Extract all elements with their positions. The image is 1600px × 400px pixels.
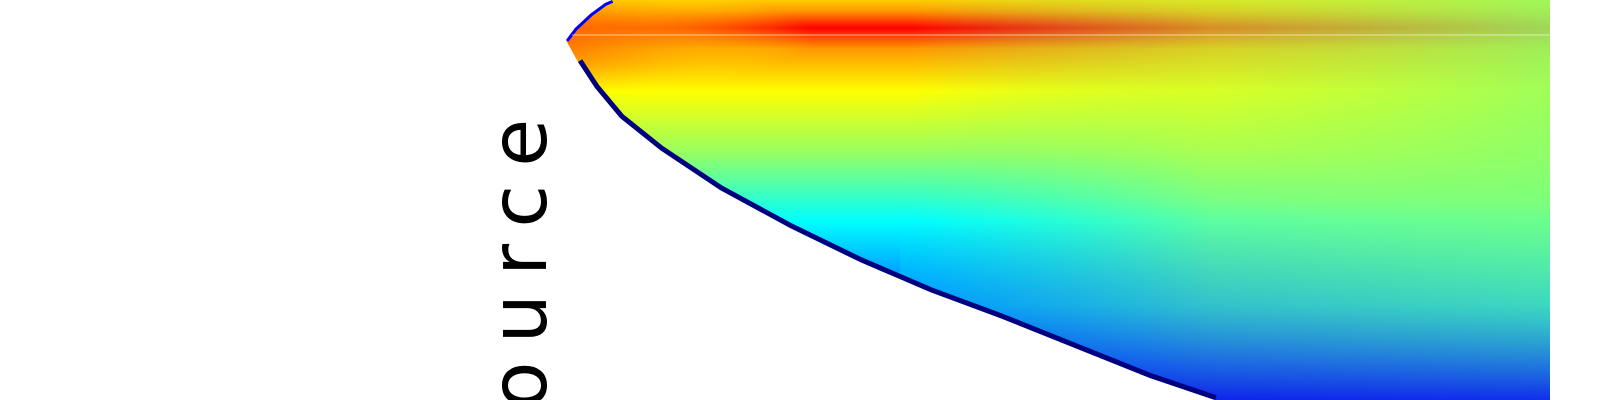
y-axis-label: ource <box>475 100 565 400</box>
plume-body <box>566 0 1550 400</box>
